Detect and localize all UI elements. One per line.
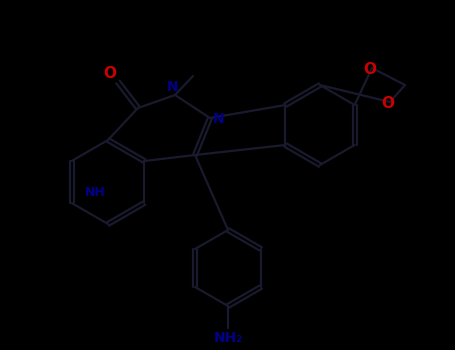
Text: O: O bbox=[364, 62, 376, 77]
Text: NH: NH bbox=[85, 187, 106, 199]
Text: NH₂: NH₂ bbox=[213, 331, 243, 345]
Text: O: O bbox=[103, 66, 116, 82]
Text: N: N bbox=[213, 112, 225, 126]
Text: O: O bbox=[381, 96, 394, 111]
Text: N: N bbox=[167, 80, 179, 94]
